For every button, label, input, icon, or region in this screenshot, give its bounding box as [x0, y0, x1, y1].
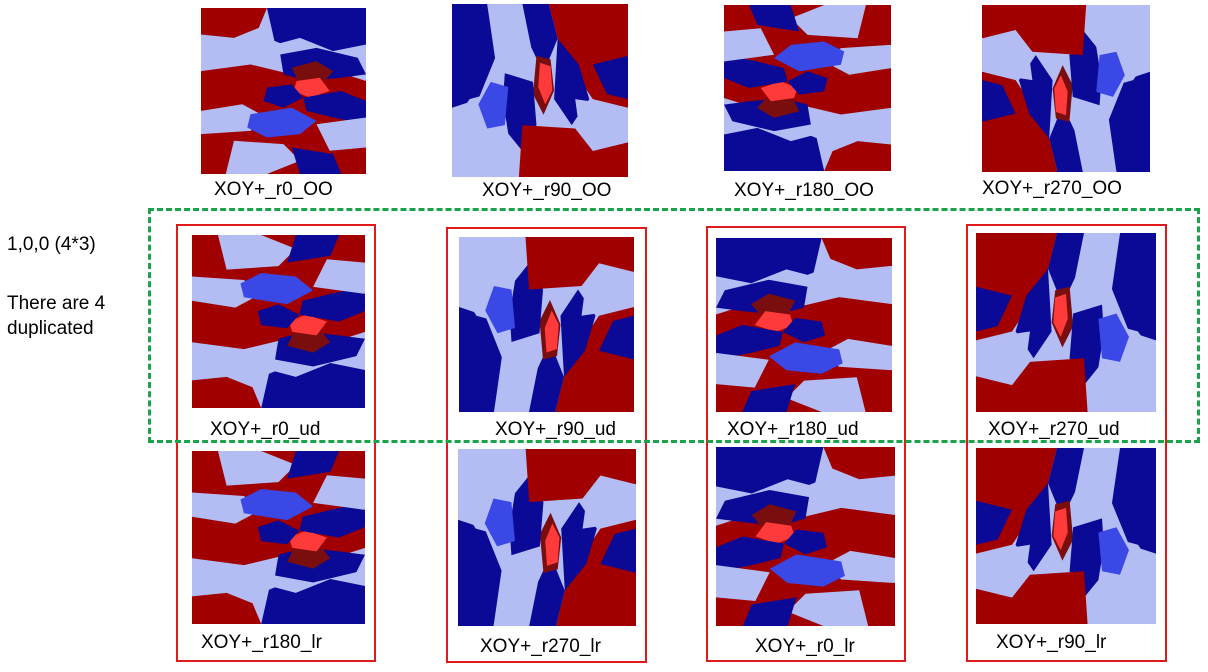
- caption-r270-oo: XOY+_r270_OO: [982, 178, 1122, 199]
- caption-r270-lr: XOY+_r270_lr: [480, 636, 601, 657]
- caption-r90-ud: XOY+_r90_ud: [495, 419, 616, 440]
- annotation-text: 1,0,0 (4*3) There are 4 duplicated: [7, 232, 105, 341]
- caption-r180-ud: XOY+_r180_ud: [727, 419, 859, 440]
- caption-r0-oo: XOY+_r0_OO: [214, 179, 333, 200]
- crystal-map-r180-ud: [716, 238, 892, 412]
- caption-r0-lr: XOY+_r0_lr: [755, 636, 855, 657]
- caption-r0-ud: XOY+_r0_ud: [210, 419, 321, 440]
- caption-r180-oo: XOY+_r180_OO: [734, 180, 874, 201]
- caption-r90-lr: XOY+_r90_lr: [996, 632, 1107, 653]
- annotation-line-1: 1,0,0 (4*3): [7, 234, 96, 255]
- crystal-map-r270-ud: [976, 233, 1156, 412]
- column-box-4: [966, 224, 1167, 662]
- crystal-map-r90-ud: [459, 237, 634, 412]
- crystal-map-r90-lr: [976, 448, 1156, 624]
- annotation-line-3: duplicated: [7, 318, 94, 339]
- crystal-map-r0-ud: [192, 235, 365, 408]
- crystal-map-r0-lr: [716, 447, 895, 626]
- column-box-1: [176, 224, 376, 662]
- crystal-map-r270-oo: [982, 5, 1150, 172]
- crystal-map-r0-oo: [201, 8, 366, 174]
- caption-r270-ud: XOY+_r270_ud: [988, 419, 1120, 440]
- annotation-line-2: There are 4: [7, 293, 106, 314]
- crystal-map-r270-lr: [458, 449, 636, 626]
- column-box-2: [446, 227, 647, 663]
- caption-r180-lr: XOY+_r180_lr: [201, 632, 322, 653]
- column-box-3: [706, 226, 906, 662]
- caption-r90-oo: XOY+_r90_OO: [482, 180, 612, 201]
- crystal-map-r180-lr: [192, 451, 365, 624]
- crystal-map-r180-oo: [724, 5, 891, 171]
- crystal-map-r90-oo: [452, 4, 628, 177]
- duplicate-group-box: [148, 208, 1200, 443]
